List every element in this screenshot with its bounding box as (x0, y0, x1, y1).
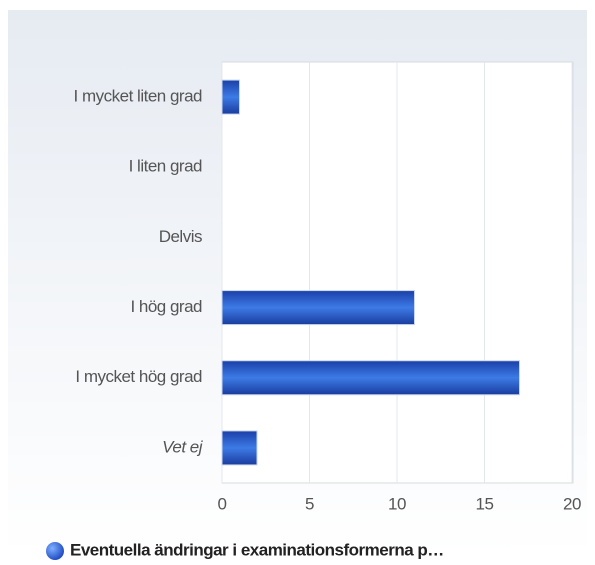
legend-marker (46, 542, 64, 560)
bar (221, 290, 415, 326)
x-tick-label: 10 (388, 494, 406, 513)
y-tick-label: I hög grad (130, 297, 202, 316)
y-tick-label: Vet ej (162, 437, 204, 456)
x-tick-label: 0 (218, 494, 227, 513)
y-tick-label: I mycket hög grad (75, 367, 202, 386)
legend-text: Eventuella ändringar i examinationsforme… (70, 540, 444, 559)
x-tick-label: 5 (305, 494, 314, 513)
bar (221, 360, 520, 396)
y-tick-label: I liten grad (129, 157, 202, 176)
x-tick-label: 20 (563, 494, 581, 513)
bar (221, 79, 240, 115)
y-tick-label: Delvis (159, 227, 202, 246)
x-tick-label: 15 (476, 494, 494, 513)
y-tick-label: I mycket liten grad (74, 87, 202, 106)
bar (221, 430, 258, 466)
